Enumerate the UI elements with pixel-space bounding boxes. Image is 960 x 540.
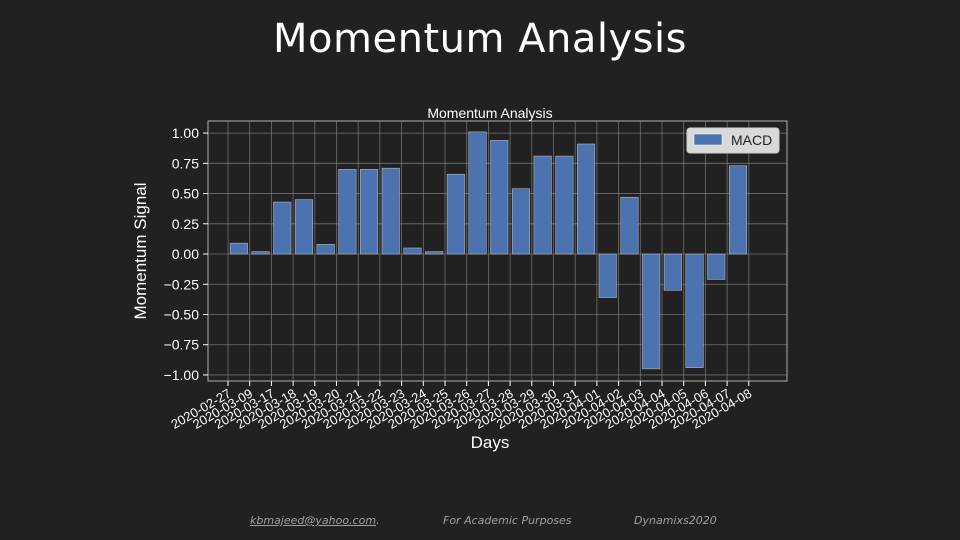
bar-macd [229,242,248,255]
bar-macd [251,251,270,255]
email-suffix: . [376,514,380,527]
y-tick-label: −0.50 [164,306,200,322]
x-axis-label: Days [471,433,510,452]
legend: MACD [686,127,780,154]
bar-macd [360,169,379,255]
y-tick-label: 0.25 [172,216,199,232]
bar-macd [620,196,639,255]
y-axis-label: Momentum Signal [131,182,150,319]
y-axis-ticks: 1.00 0.75 0.50 0.25 0.00 −0.25 −0.50 −0.75 −1.00 [164,125,208,383]
bar-macd [468,131,487,255]
slide-title: Momentum Analysis [273,16,687,62]
bar-macd [490,140,509,255]
y-tick-label: −0.25 [164,276,200,292]
bars-layer [229,131,747,370]
bar-macd [403,247,422,255]
bar-macd [555,155,574,255]
bar-macd [598,253,617,298]
y-tick-label: −1.00 [164,367,200,383]
bar-macd [663,253,682,291]
bar-macd [642,253,661,370]
bar-macd [728,165,747,255]
bar-macd [273,201,292,255]
bar-macd [294,199,313,255]
legend-swatch-macd [693,133,723,146]
y-tick-label: 0.50 [172,186,199,202]
chart-title: Momentum Analysis [427,105,552,121]
legend-label-macd: MACD [731,132,772,148]
bar-macd [338,169,357,255]
bar-macd [381,167,400,255]
bar-macd [511,188,530,255]
y-tick-label: 0.00 [172,246,199,262]
footer-email: kbmajeed@yahoo.com. [250,514,380,527]
y-tick-label: −0.75 [164,337,200,353]
footer-brand: Dynamixs2020 [634,514,717,527]
bar-macd [316,244,335,255]
bar-macd [425,251,444,255]
plot-area-frame [207,120,788,382]
x-axis-ticks: 2020-02-272020-03-092020-03-172020-03-18… [168,381,754,432]
y-tick-label: 0.75 [172,155,199,171]
bar-macd [533,155,552,255]
bar-macd [577,143,596,255]
email-link[interactable]: kbmajeed@yahoo.com [250,514,377,527]
bar-macd [685,253,704,368]
bar-macd [446,173,465,255]
y-tick-label: 1.00 [172,125,199,141]
bar-macd [707,253,726,280]
footer-purpose: For Academic Purposes [443,514,572,527]
